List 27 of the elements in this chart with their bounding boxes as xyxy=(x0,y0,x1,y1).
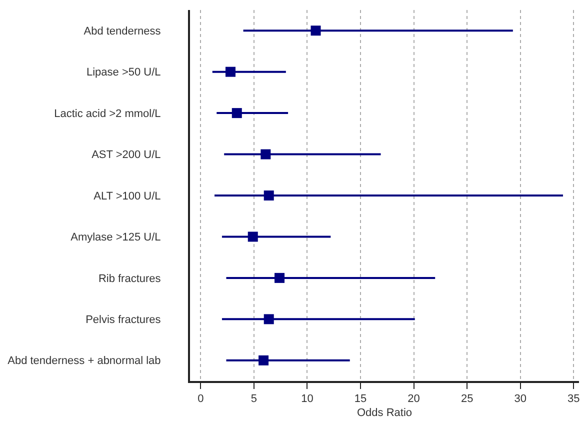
y-tick-label: Pelvis fractures xyxy=(86,314,162,326)
y-tick-label: Lipase >50 U/L xyxy=(86,66,161,79)
point xyxy=(232,108,242,118)
x-tick-label: 10 xyxy=(301,393,314,406)
point xyxy=(226,66,236,77)
y-tick-label: Lactic acid >2 mmol/L xyxy=(54,108,161,120)
x-tick-label: 5 xyxy=(250,393,258,406)
point xyxy=(310,26,321,36)
y-tick-label: Amylase >125 U/L xyxy=(70,232,161,244)
y-tick-label: Rib fractures xyxy=(98,272,162,285)
point xyxy=(264,190,274,200)
point xyxy=(274,272,285,283)
x-tick-label: 25 xyxy=(460,393,474,406)
y-tick-label: ALT >100 U/L xyxy=(94,190,161,202)
point xyxy=(264,314,274,324)
x-tick-label: 20 xyxy=(408,393,420,406)
x-tick-label: 0 xyxy=(198,393,204,406)
point xyxy=(258,355,269,366)
y-tick-label: Abd tenderness xyxy=(84,25,162,38)
x-tick-label: 35 xyxy=(568,393,580,406)
x-tick-label: 15 xyxy=(354,393,367,406)
x-tick-label: 30 xyxy=(514,393,527,406)
point xyxy=(260,149,271,160)
y-tick-label: Abd tenderness + abnormal lab xyxy=(8,355,161,368)
y-tick-label: AST >200 U/L xyxy=(92,149,161,162)
point xyxy=(248,232,258,242)
x-axis-title: Odds Ratio xyxy=(356,406,412,419)
